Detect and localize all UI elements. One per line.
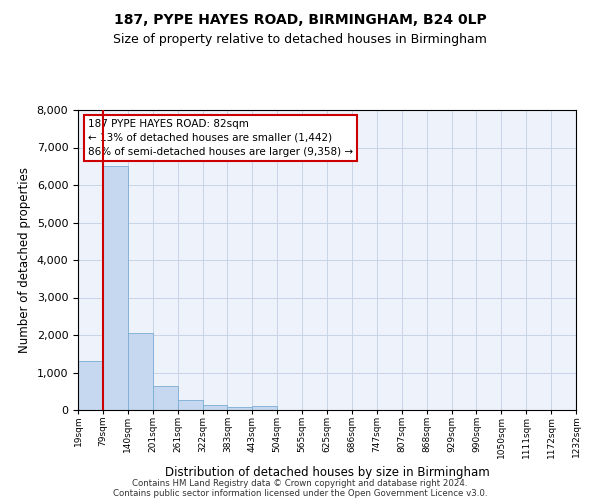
X-axis label: Distribution of detached houses by size in Birmingham: Distribution of detached houses by size … — [164, 466, 490, 479]
Bar — [103, 166, 128, 410]
Text: Contains public sector information licensed under the Open Government Licence v3: Contains public sector information licen… — [113, 488, 487, 498]
Bar — [78, 361, 103, 410]
Text: 187, PYPE HAYES ROAD, BIRMINGHAM, B24 0LP: 187, PYPE HAYES ROAD, BIRMINGHAM, B24 0L… — [113, 12, 487, 26]
Bar — [203, 405, 227, 410]
Bar — [253, 406, 277, 410]
Text: 187 PYPE HAYES ROAD: 82sqm
← 13% of detached houses are smaller (1,442)
86% of s: 187 PYPE HAYES ROAD: 82sqm ← 13% of deta… — [88, 119, 353, 157]
Bar — [128, 333, 153, 410]
Text: Size of property relative to detached houses in Birmingham: Size of property relative to detached ho… — [113, 32, 487, 46]
Bar — [178, 400, 203, 410]
Y-axis label: Number of detached properties: Number of detached properties — [18, 167, 31, 353]
Bar — [227, 407, 253, 410]
Bar — [152, 386, 178, 410]
Text: Contains HM Land Registry data © Crown copyright and database right 2024.: Contains HM Land Registry data © Crown c… — [132, 478, 468, 488]
